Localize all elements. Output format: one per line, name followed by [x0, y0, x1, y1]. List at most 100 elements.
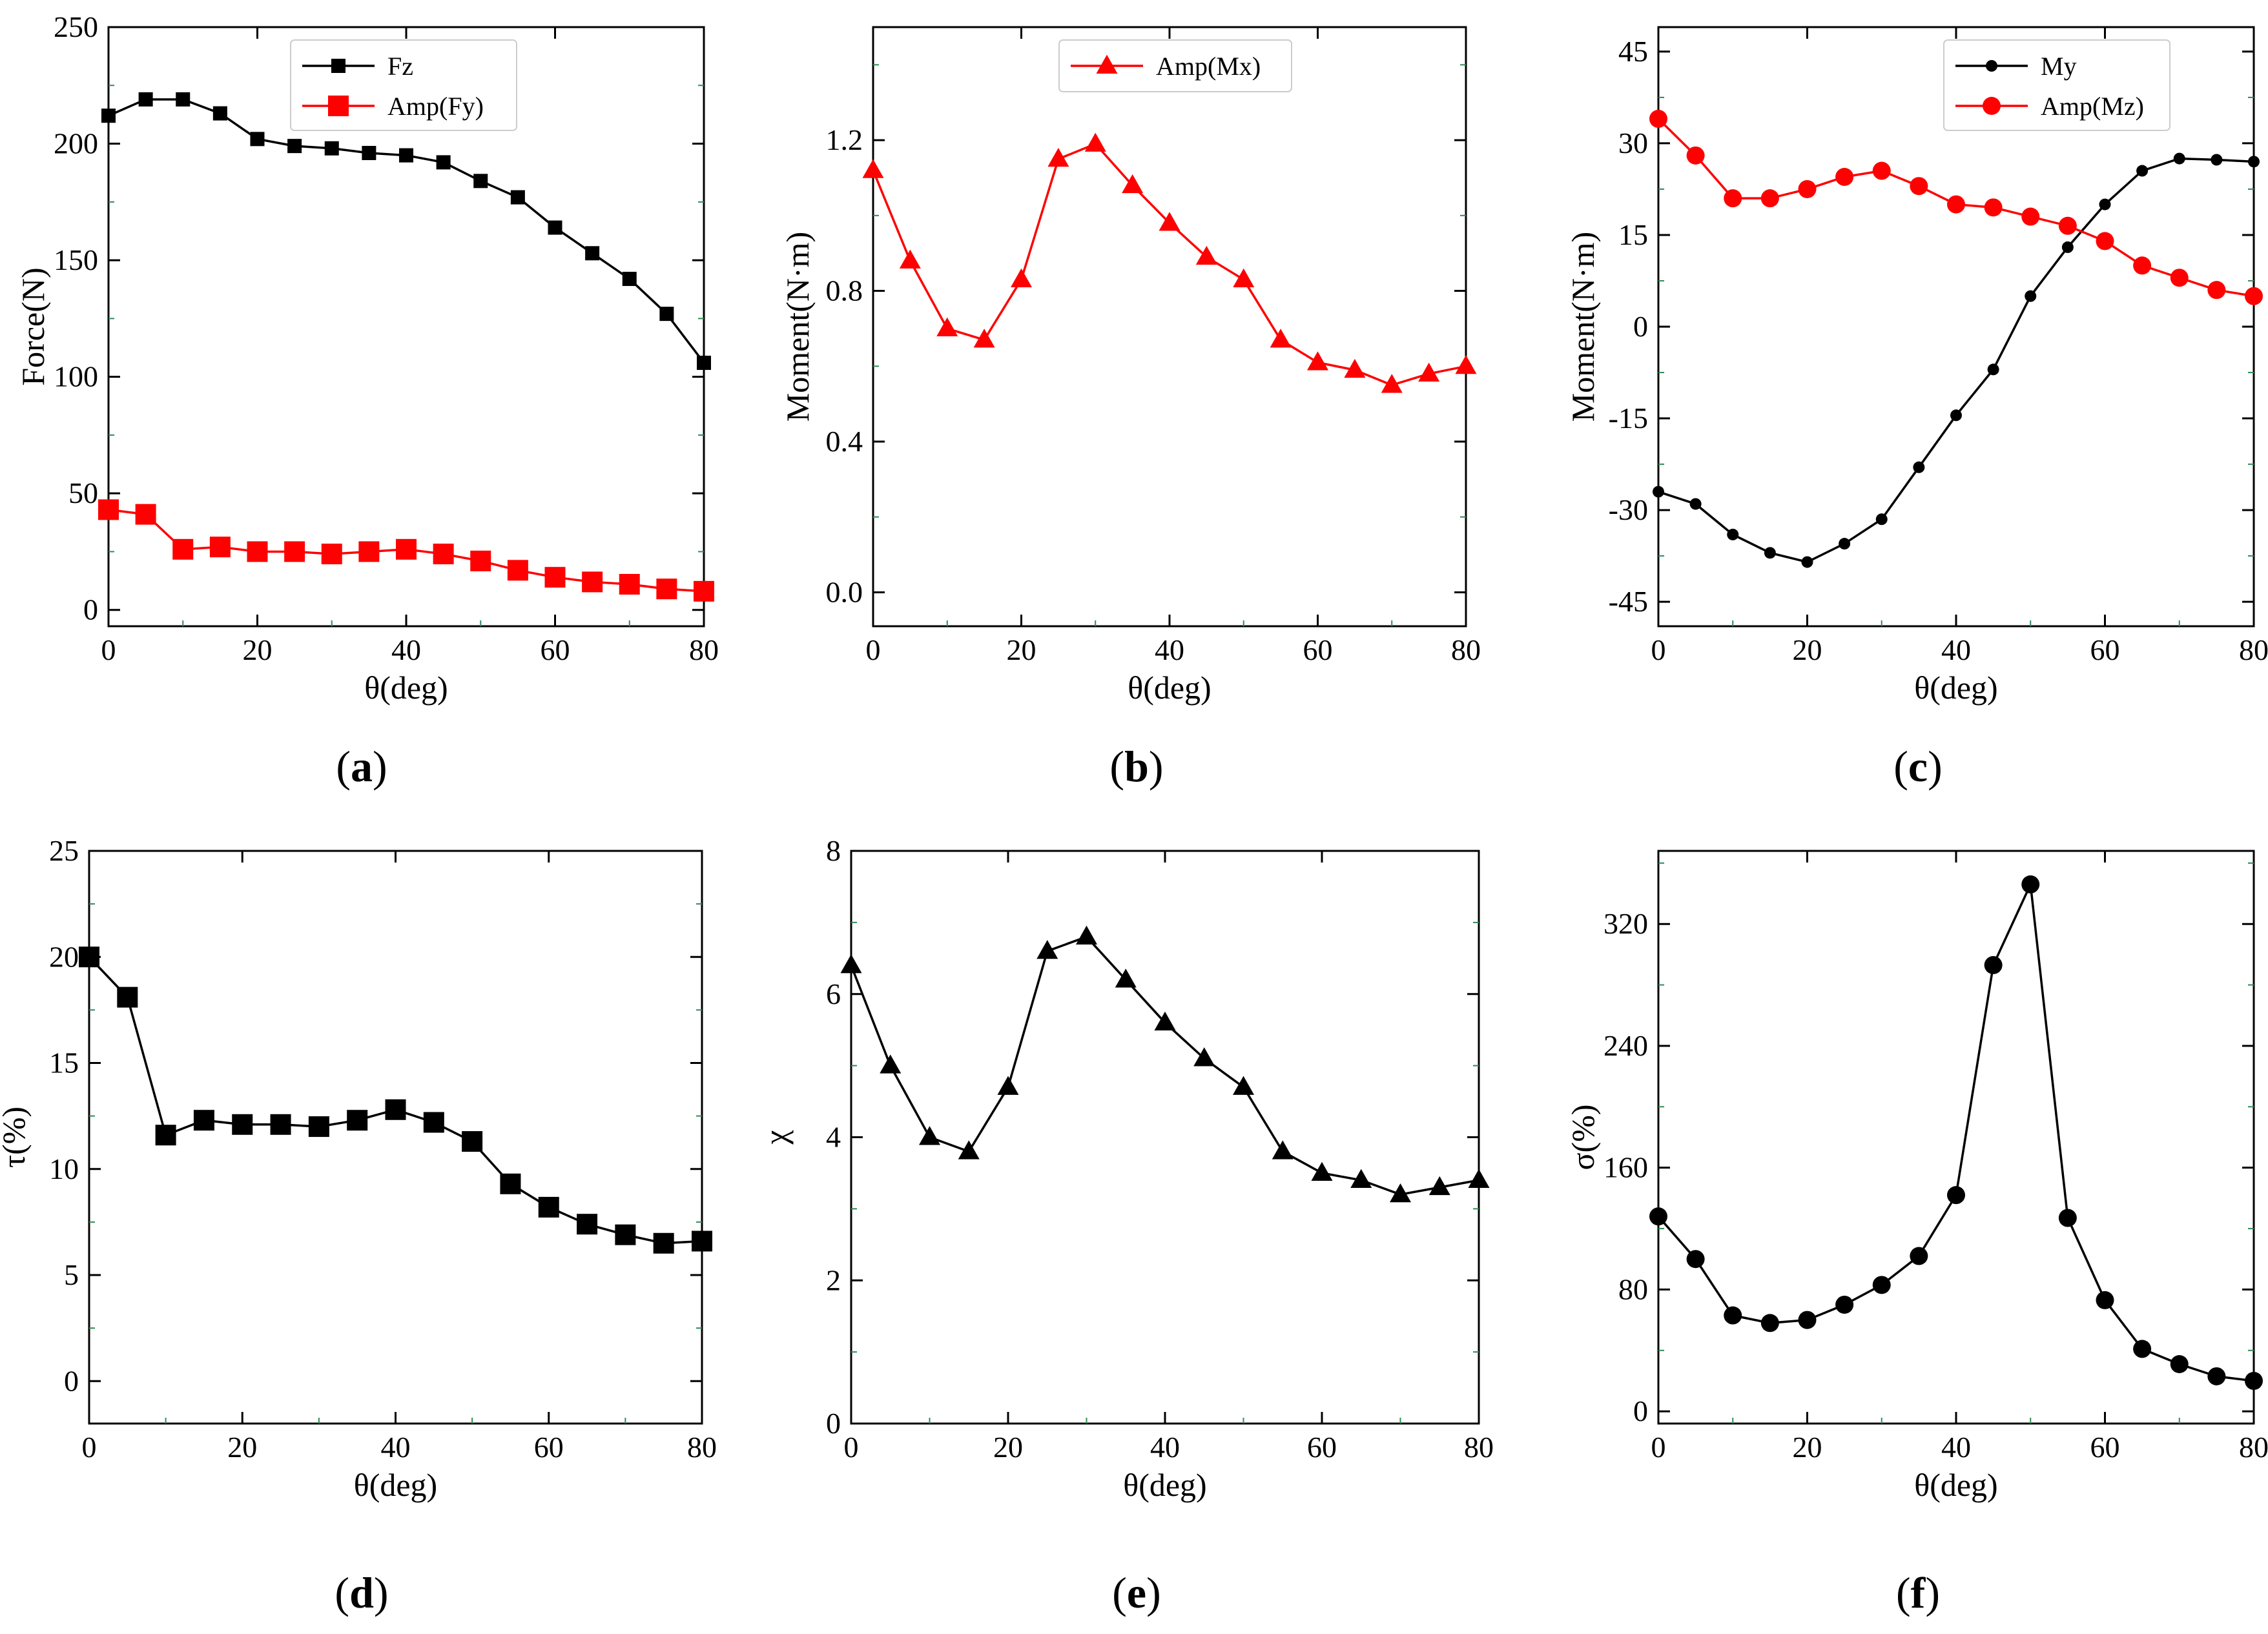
data-point [1455, 355, 1477, 374]
y-tick-label: 15 [49, 1047, 79, 1079]
data-point [1233, 1076, 1254, 1095]
data-point [1272, 1140, 1294, 1159]
data-point [2248, 156, 2260, 168]
data-point [1122, 174, 1144, 194]
data-point [1984, 955, 2003, 974]
data-point [2061, 241, 2074, 253]
data-point [2170, 1354, 2189, 1373]
data-point [1381, 374, 1403, 393]
x-axis-label: θ(deg) [1128, 669, 1211, 706]
data-point [1233, 268, 1255, 288]
data-point [2096, 232, 2114, 250]
data-point [362, 145, 376, 160]
series-My [1653, 152, 2260, 568]
x-tick-label: 80 [1451, 633, 1481, 666]
data-point [117, 986, 138, 1008]
y-tick-label: 200 [54, 127, 98, 160]
data-point [656, 578, 677, 600]
x-tick-label: 40 [1941, 1431, 1971, 1464]
x-tick-label: 20 [243, 633, 273, 666]
data-point [135, 504, 156, 525]
data-point [1835, 168, 1854, 186]
data-point [1950, 409, 1962, 422]
data-point [1115, 968, 1137, 988]
data-point [1764, 547, 1776, 559]
data-point [473, 174, 488, 189]
y-tick-label: 0 [1633, 310, 1648, 343]
data-point [79, 946, 99, 968]
x-tick-label: 60 [2090, 1431, 2120, 1464]
data-point [462, 1131, 483, 1152]
y-axis-label: Moment(N·m) [779, 232, 816, 422]
x-axis-label: θ(deg) [1123, 1467, 1206, 1503]
x-axis-label: θ(deg) [1914, 1467, 1997, 1503]
data-point [1724, 1306, 1742, 1325]
data-point [1798, 1311, 1817, 1329]
legend-box [1058, 39, 1292, 92]
x-tick-label: 80 [689, 633, 719, 666]
data-point [577, 1214, 598, 1235]
series-τ [79, 946, 712, 1254]
data-point [653, 1232, 674, 1254]
y-tick-label: 0 [83, 593, 98, 626]
data-point [2058, 216, 2077, 235]
y-tick-label: 80 [1618, 1272, 1648, 1305]
data-point [284, 541, 305, 562]
series-Amp(Fy) [98, 499, 714, 602]
data-point [324, 141, 339, 156]
legend-entry: Amp(Mx) [1156, 52, 1261, 81]
data-point [423, 1112, 444, 1133]
data-point [2025, 290, 2037, 302]
data-point [1076, 925, 1097, 945]
x-axis-label: θ(deg) [1914, 669, 1997, 706]
data-point [1910, 177, 1928, 196]
y-tick-label: 45 [1618, 35, 1648, 68]
data-point [880, 1054, 902, 1074]
legend: My Amp(Mz) [1943, 39, 2170, 131]
x-axis-label: θ(deg) [364, 669, 448, 706]
y-axis-label: σ(%) [1565, 1105, 1601, 1170]
panel-label-a: (a) [336, 742, 387, 791]
data-point [958, 1140, 980, 1159]
data-point [1947, 1186, 1965, 1205]
x-tick-label: 0 [1651, 1431, 1666, 1464]
y-tick-label: 0.0 [826, 575, 863, 608]
legend-marker [1096, 54, 1118, 74]
x-tick-label: 80 [687, 1431, 717, 1464]
panel-label-e: (e) [1112, 1568, 1161, 1617]
y-tick-label: 5 [64, 1258, 79, 1291]
y-tick-label: 150 [54, 243, 98, 276]
data-point [1910, 1247, 1928, 1265]
data-point [659, 307, 674, 322]
series-Fz [101, 92, 711, 370]
x-tick-label: 60 [541, 633, 570, 666]
y-tick-label: 250 [54, 10, 98, 43]
data-point [2133, 256, 2152, 275]
data-point [2021, 875, 2040, 894]
legend-marker [1983, 97, 2001, 115]
y-tick-label: 30 [1618, 127, 1648, 159]
x-tick-label: 80 [2239, 633, 2268, 666]
data-point [2170, 269, 2189, 287]
legend-entry: Fz [387, 52, 413, 81]
data-point [101, 108, 116, 123]
data-point [1036, 939, 1058, 959]
data-point [1084, 132, 1106, 152]
data-point [358, 541, 380, 562]
data-point [973, 329, 995, 348]
x-tick-label: 40 [1155, 633, 1184, 666]
data-point [1727, 528, 1739, 540]
data-point [538, 1196, 559, 1218]
data-point [1047, 148, 1069, 167]
x-tick-label: 20 [1793, 633, 1822, 666]
data-point [2211, 154, 2223, 166]
x-tick-label: 60 [2090, 633, 2120, 666]
data-point [1913, 461, 1925, 473]
y-tick-label: 320 [1603, 907, 1648, 940]
x-tick-label: 20 [227, 1431, 257, 1464]
data-point [997, 1076, 1019, 1095]
data-point [321, 544, 342, 565]
legend-marker [331, 59, 345, 73]
